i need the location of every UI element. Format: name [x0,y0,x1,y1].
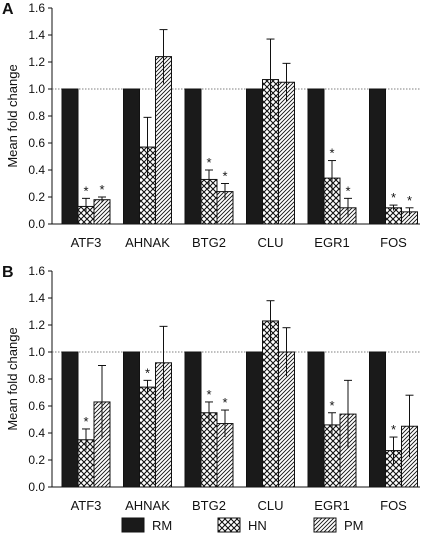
y-tick-label: 0.6 [28,136,45,150]
category-label: BTG2 [192,498,226,513]
significance-marker: * [83,414,88,429]
panel-label: A [2,1,14,18]
y-tick-label: 0.4 [28,163,45,177]
bar-rm-btg2 [184,88,202,225]
y-tick-label: 1.4 [28,291,45,305]
y-tick-label: 1.2 [28,55,45,69]
y-tick-label: 1.2 [28,318,45,332]
significance-marker: * [83,183,88,198]
chart-panel-b: B Mean fold change 0.0 0.2 0.4 0.6 0.8 1.0 1.2 1.… [2,264,420,513]
chart-legend: RM HN PM [121,517,364,533]
bar-rm-ahnak [123,351,140,488]
y-tick-label: 0.8 [28,372,45,386]
category-label: BTG2 [192,235,226,250]
significance-marker: * [206,155,211,170]
legend-swatch-hn [217,517,241,533]
panel-label: B [2,264,14,281]
category-label: ATF3 [71,235,102,250]
y-tick-label: 0.2 [28,190,45,204]
bar-hn-ahnak [139,386,156,488]
bar-rm-egr1 [307,88,325,225]
category-label: AHNAK [125,235,170,250]
y-tick-label: 0.8 [28,109,45,123]
category-label: FOS [380,498,407,513]
significance-marker: * [99,182,104,197]
chart-panel-a: A Mean fold change 0.0 0.2 0.4 0.6 0.8 1.0 1.2 1.… [2,1,420,250]
bar-rm-atf3 [61,351,79,488]
category-label: ATF3 [71,498,102,513]
bar-pm-clu [278,81,295,225]
significance-marker: * [145,365,150,380]
bar-rm-ahnak [123,88,140,225]
bar-hn-btg2 [200,412,218,488]
category-label: FOS [380,235,407,250]
y-tick-label: 0.0 [28,217,45,231]
y-tick-label: 0.0 [28,480,45,494]
legend-swatch-pm [313,517,337,533]
significance-marker: * [329,398,334,413]
y-tick-label: 0.6 [28,399,45,413]
y-tick-label: 1.4 [28,28,45,42]
bar-rm-clu [246,88,263,225]
legend-label-rm: RM [152,518,172,533]
y-axis-title: Mean fold change [5,64,20,167]
significance-marker: * [391,190,396,205]
significance-marker: * [391,422,396,437]
significance-marker: * [407,193,412,208]
category-label: EGR1 [314,235,349,250]
y-tick-label: 1.0 [28,345,45,359]
bar-rm-fos [369,88,386,225]
bar-rm-clu [246,351,263,488]
bar-rm-egr1 [307,351,325,488]
legend-swatch-rm [121,517,145,533]
bar-rm-fos [369,351,386,488]
category-label: CLU [257,235,283,250]
y-axis-title: Mean fold change [5,327,20,430]
y-tick-label: 1.6 [28,1,45,15]
significance-marker: * [206,387,211,402]
y-tick-label: 0.4 [28,426,45,440]
bar-pm-atf3 [93,199,111,225]
y-tick-label: 1.0 [28,82,45,96]
legend-label-hn: HN [248,518,267,533]
category-label: AHNAK [125,498,170,513]
significance-marker: * [329,146,334,161]
bar-rm-atf3 [61,88,79,225]
y-tick-label: 0.2 [28,453,45,467]
significance-marker: * [222,169,227,184]
bar-hn-clu [262,320,279,488]
category-label: CLU [257,498,283,513]
y-tick-label: 1.6 [28,264,45,278]
legend-label-pm: PM [344,518,364,533]
significance-marker: * [345,183,350,198]
significance-marker: * [222,395,227,410]
bar-rm-btg2 [184,351,202,488]
category-label: EGR1 [314,498,349,513]
